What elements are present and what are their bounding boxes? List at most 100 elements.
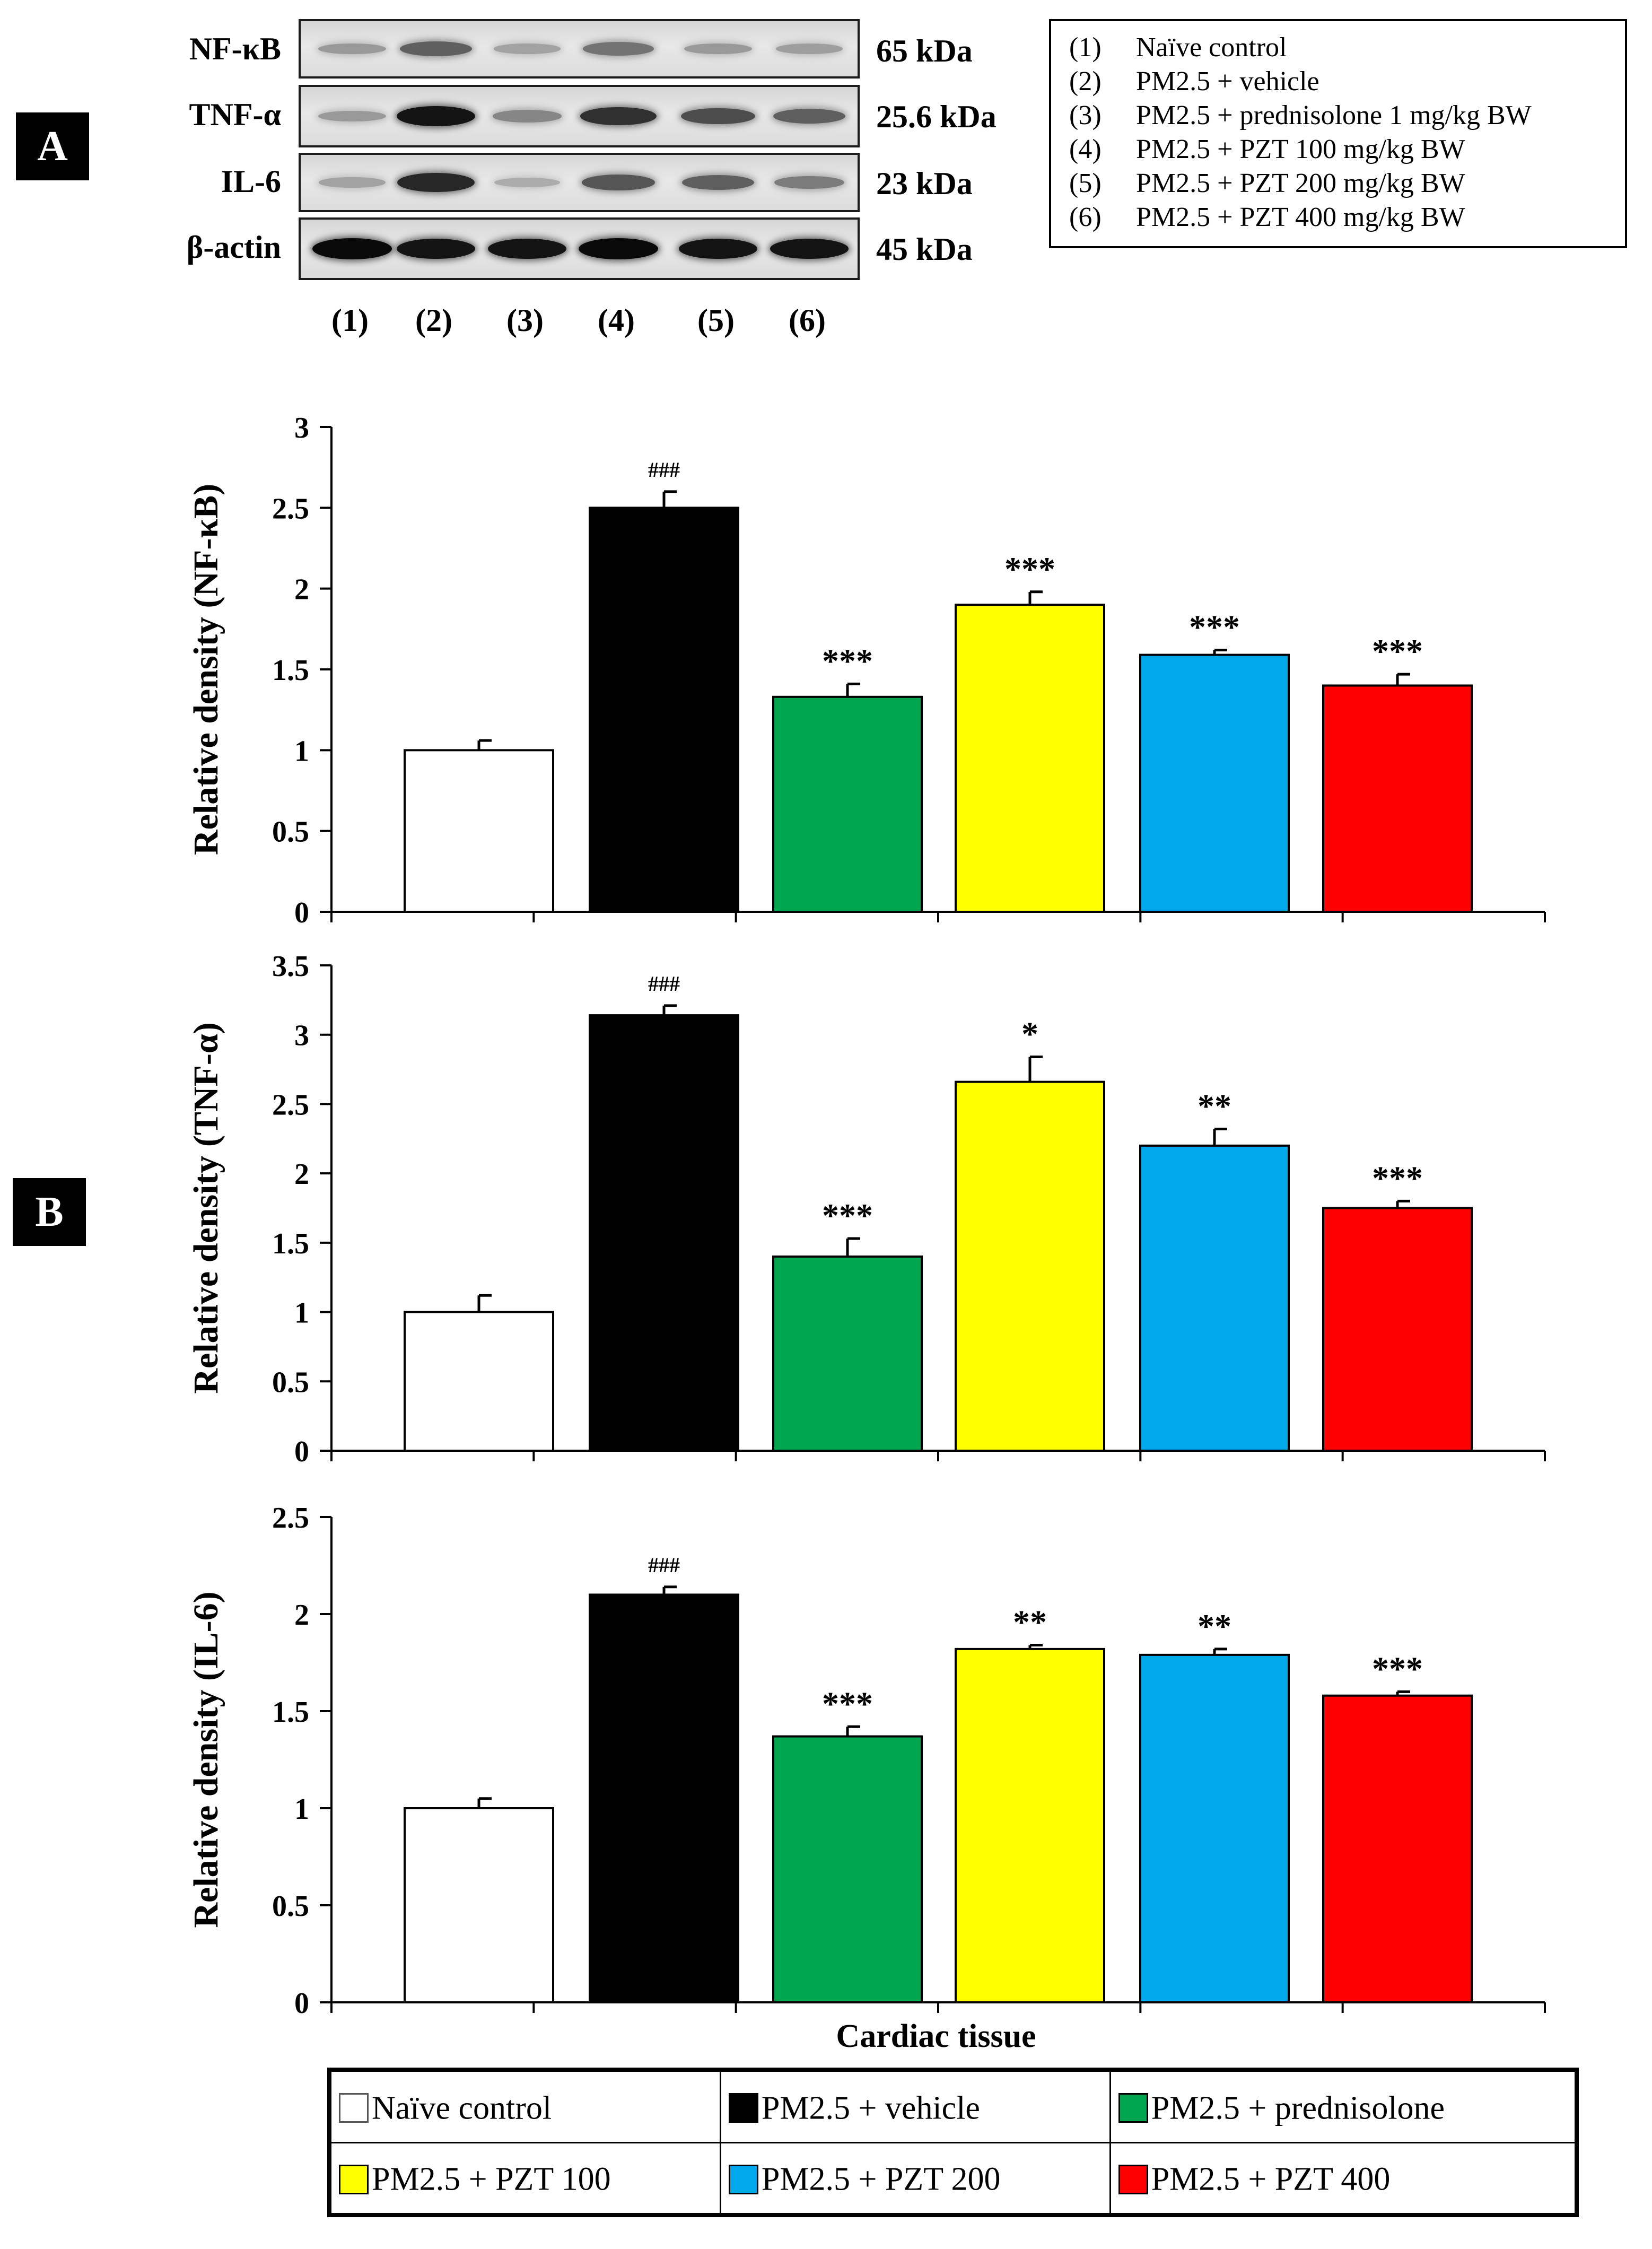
bar-pzt400 bbox=[1322, 1694, 1473, 2003]
legend-swatch-pzt200 bbox=[728, 2164, 758, 2194]
bar-prednisolone bbox=[772, 695, 923, 913]
group-legend-row: (4) PM2.5 + PZT 100 mg/kg BW bbox=[1069, 134, 1465, 164]
blot-band bbox=[487, 238, 567, 259]
y-tick-label: 0.5 bbox=[272, 816, 309, 849]
y-tick-label: 3 bbox=[294, 1019, 309, 1052]
blot-band bbox=[397, 172, 475, 193]
bar-prednisolone bbox=[772, 1256, 923, 1452]
y-tick-label: 1.5 bbox=[272, 1227, 309, 1260]
y-tick-label: 0 bbox=[294, 896, 309, 929]
legend-swatch-pzt100 bbox=[339, 2164, 369, 2194]
y-tick-label: 3.5 bbox=[272, 950, 309, 983]
blot-band bbox=[770, 238, 849, 259]
blot-band bbox=[678, 238, 758, 259]
bar-vehicle bbox=[589, 507, 739, 913]
y-tick-label: 0 bbox=[294, 1987, 309, 2020]
significance-label: *** bbox=[1004, 550, 1055, 588]
blot-band bbox=[492, 110, 562, 123]
significance-label: *** bbox=[1372, 632, 1423, 670]
y-tick-label: 2.5 bbox=[272, 1088, 309, 1121]
significance-label: ### bbox=[648, 1553, 680, 1577]
blot-strip-tnfa bbox=[299, 85, 860, 147]
significance-label: ### bbox=[648, 458, 680, 482]
significance-label: *** bbox=[822, 642, 873, 679]
y-tick-label: 1 bbox=[294, 1793, 309, 1826]
significance-label: ### bbox=[648, 972, 680, 996]
bar-vehicle bbox=[589, 1593, 739, 2003]
bar-legend-item: PM2.5 + PZT 400 bbox=[1109, 2141, 1577, 2215]
blot-kda-label: 45 kDa bbox=[876, 232, 973, 267]
blot-band bbox=[684, 43, 752, 55]
y-axis-label: Relative density (IL-6) bbox=[187, 1591, 225, 1928]
blot-band bbox=[775, 43, 843, 54]
blot-protein-label: β-actin bbox=[186, 230, 281, 265]
blot-strip-bactin bbox=[299, 217, 860, 280]
y-tick-label: 0.5 bbox=[272, 1366, 309, 1399]
bar-pzt200 bbox=[1139, 1144, 1290, 1452]
significance-label: *** bbox=[1372, 1650, 1423, 1687]
bar-pzt200 bbox=[1139, 653, 1290, 913]
lane-label: (1) bbox=[331, 303, 369, 338]
y-tick-label: 2 bbox=[294, 573, 309, 606]
significance-label: *** bbox=[822, 1197, 873, 1234]
blot-band bbox=[579, 238, 658, 259]
blot-kda-label: 65 kDa bbox=[876, 33, 973, 68]
group-legend-row: (2) PM2.5 + vehicle bbox=[1069, 66, 1319, 97]
legend-swatch-vehicle bbox=[728, 2093, 758, 2123]
bar-legend-item: PM2.5 + vehicle bbox=[719, 2070, 1111, 2143]
blot-band bbox=[319, 177, 386, 188]
significance-label: ** bbox=[1013, 1603, 1047, 1641]
bar-naive bbox=[404, 1807, 554, 2003]
bar-naive bbox=[404, 1311, 554, 1452]
y-tick-label: 0.5 bbox=[272, 1890, 309, 1923]
group-legend-row: (6) PM2.5 + PZT 400 mg/kg BW bbox=[1069, 202, 1465, 232]
bar-legend-item: PM2.5 + PZT 100 bbox=[330, 2141, 721, 2215]
blot-kda-label: 25.6 kDa bbox=[876, 99, 997, 134]
bar-pzt100 bbox=[955, 604, 1105, 913]
significance-label: *** bbox=[1189, 608, 1240, 646]
bar-vehicle bbox=[589, 1014, 739, 1452]
legend-swatch-pzt400 bbox=[1118, 2164, 1148, 2194]
y-axis-label: Relative density (NF-κB) bbox=[187, 484, 225, 855]
x-axis-label: Cardiac tissue bbox=[836, 2018, 1036, 2054]
y-tick-label: 2 bbox=[294, 1158, 309, 1191]
bar-legend-item: Naïve control bbox=[330, 2070, 721, 2143]
y-tick-label: 1.5 bbox=[272, 1696, 309, 1729]
blot-strip-nfkb bbox=[299, 19, 860, 79]
blot-band bbox=[312, 238, 392, 259]
blot-band bbox=[773, 108, 846, 124]
y-tick-label: 1.5 bbox=[272, 654, 309, 687]
blot-band bbox=[681, 108, 755, 125]
y-tick-label: 0 bbox=[294, 1435, 309, 1468]
blot-kda-label: 23 kDa bbox=[876, 166, 973, 201]
blot-band bbox=[580, 107, 657, 126]
blot-band bbox=[582, 175, 655, 190]
y-tick-label: 2.5 bbox=[272, 492, 309, 525]
group-legend-row: (5) PM2.5 + PZT 200 mg/kg BW bbox=[1069, 168, 1465, 198]
group-legend-row: (1) Naïve control bbox=[1069, 32, 1287, 63]
significance-label: * bbox=[1021, 1015, 1038, 1053]
significance-label: *** bbox=[1372, 1159, 1423, 1197]
blot-protein-label: NF-κB bbox=[189, 31, 281, 66]
y-axis-label: Relative density (TNF-α) bbox=[187, 1022, 225, 1393]
blot-band bbox=[396, 238, 476, 259]
blot-band bbox=[318, 110, 386, 122]
blot-band bbox=[583, 42, 654, 56]
blot-band bbox=[494, 43, 561, 54]
bar-naive bbox=[404, 749, 554, 913]
blot-band bbox=[318, 43, 386, 55]
bar-prednisolone bbox=[772, 1735, 923, 2004]
bar-legend-item: PM2.5 + prednisolone bbox=[1109, 2070, 1577, 2143]
lane-label: (3) bbox=[506, 303, 544, 338]
bar-pzt400 bbox=[1322, 1207, 1473, 1452]
y-tick-label: 2 bbox=[294, 1599, 309, 1632]
blot-protein-label: IL-6 bbox=[221, 164, 281, 199]
bar-legend: Naïve control PM2.5 + vehicle PM2.5 + pr… bbox=[327, 2068, 1579, 2217]
blot-strip-il6 bbox=[299, 153, 860, 212]
lane-label: (2) bbox=[415, 303, 452, 338]
y-tick-label: 2.5 bbox=[272, 1502, 309, 1535]
lane-label: (5) bbox=[697, 303, 735, 338]
group-legend-row: (3) PM2.5 + prednisolone 1 mg/kg BW bbox=[1069, 100, 1532, 130]
legend-swatch-naive bbox=[339, 2093, 369, 2123]
bar-pzt400 bbox=[1322, 684, 1473, 913]
